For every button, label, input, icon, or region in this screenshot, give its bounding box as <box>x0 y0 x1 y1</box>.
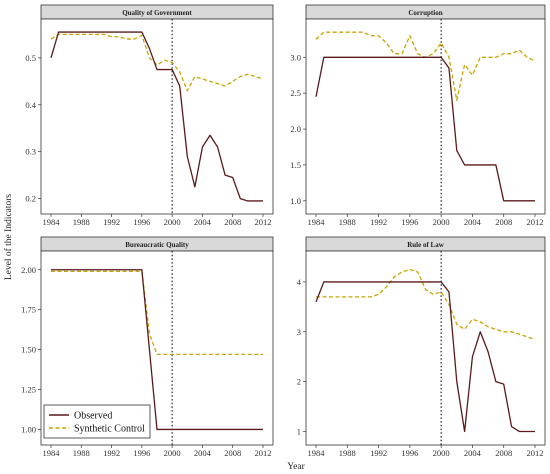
x-tick-label: 1992 <box>103 448 120 458</box>
panel-title: Rule of Law <box>407 241 445 249</box>
x-tick-label: 2012 <box>255 217 272 227</box>
x-tick-label: 2012 <box>527 448 544 458</box>
x-tick-label: 2000 <box>433 448 450 458</box>
observed-line <box>50 31 263 202</box>
x-tick-label: 1996 <box>133 217 150 227</box>
y-tick-label: 0.4 <box>25 100 36 110</box>
x-tick-label: 1984 <box>43 448 61 458</box>
x-tick-label: 2008 <box>495 448 512 458</box>
x-tick-label: 2004 <box>464 217 482 227</box>
synthetic-control-line <box>50 33 264 92</box>
x-tick-label: 2008 <box>224 217 241 227</box>
x-tick-label: 2008 <box>224 448 241 458</box>
x-tick-label: 2004 <box>194 448 212 458</box>
y-tick-label: 0.2 <box>25 194 36 204</box>
x-tick-label: 1984 <box>43 217 61 227</box>
legend-label: Observed <box>74 411 112 422</box>
panel-2: Corruption 1984 1988 1992 1996 2000 2004 2008 20… <box>290 4 546 227</box>
synthetic-control-line <box>51 270 263 356</box>
y-tick-label: 2.00 <box>21 265 36 275</box>
y-tick-label: 2.0 <box>290 124 301 134</box>
x-tick-label: 1992 <box>370 217 387 227</box>
x-tick-label: 1992 <box>370 448 387 458</box>
legend-label: Synthetic Control <box>74 424 145 435</box>
y-tick-label: 1 <box>297 427 301 437</box>
x-tick-label: 1996 <box>401 217 418 227</box>
panel-1: Quality of Government 1984 1988 1992 1996 200… <box>25 4 274 227</box>
x-tick-label: 1988 <box>339 448 356 458</box>
x-tick-label: 1996 <box>133 448 150 458</box>
y-tick-label: 1.00 <box>21 424 36 434</box>
y-axis-title: Level of the Indicators <box>3 194 14 281</box>
y-tick-label: 4 <box>297 277 302 287</box>
panel-title: Corruption <box>408 9 442 17</box>
x-tick-label: 1988 <box>73 448 90 458</box>
panel-4: Rule of Law 1984 1988 1992 1996 2000 2004 2008 2… <box>297 236 546 458</box>
x-axis-title: Year <box>287 462 305 472</box>
panel-title: Bureaucratic Quality <box>125 241 189 249</box>
x-tick-label: 2000 <box>164 217 181 227</box>
x-tick-label: 2008 <box>495 217 512 227</box>
legend-box <box>43 404 151 439</box>
x-tick-label: 1984 <box>308 217 326 227</box>
x-tick-label: 2004 <box>194 217 212 227</box>
x-tick-label: 1984 <box>308 448 326 458</box>
plot-frame <box>40 18 274 215</box>
synthetic-control-line <box>316 268 536 340</box>
x-tick-label: 1996 <box>401 448 418 458</box>
x-tick-label: 2012 <box>527 217 544 227</box>
x-tick-label: 2000 <box>164 448 181 458</box>
panel-title: Quality of Government <box>122 9 192 17</box>
x-tick-label: 2012 <box>255 448 272 458</box>
y-tick-label: 3 <box>297 327 301 337</box>
x-tick-label: 1992 <box>103 217 120 227</box>
y-tick-label: 0.5 <box>25 53 36 63</box>
x-tick-label: 2004 <box>464 448 482 458</box>
y-tick-label: 3.0 <box>290 52 301 62</box>
y-tick-label: 1.50 <box>21 345 36 355</box>
observed-line <box>315 56 535 202</box>
y-tick-label: 2.5 <box>290 88 301 98</box>
y-tick-label: 2 <box>297 377 301 387</box>
y-tick-label: 1.5 <box>290 160 301 170</box>
x-tick-label: 1988 <box>339 217 356 227</box>
y-tick-label: 1.75 <box>21 305 36 315</box>
observed-line <box>315 281 535 433</box>
panels: Quality of Government 1984 1988 1992 1996 200… <box>21 4 546 458</box>
y-tick-label: 0.3 <box>25 147 36 157</box>
y-tick-label: 1.0 <box>290 196 301 206</box>
observed-line <box>51 269 263 431</box>
plot-frame <box>305 18 546 215</box>
legend: Observed Synthetic Control <box>43 404 151 439</box>
y-tick-label: 1.25 <box>21 385 36 395</box>
plot-frame <box>305 250 546 446</box>
x-tick-label: 1988 <box>73 217 90 227</box>
x-tick-label: 2000 <box>433 217 450 227</box>
